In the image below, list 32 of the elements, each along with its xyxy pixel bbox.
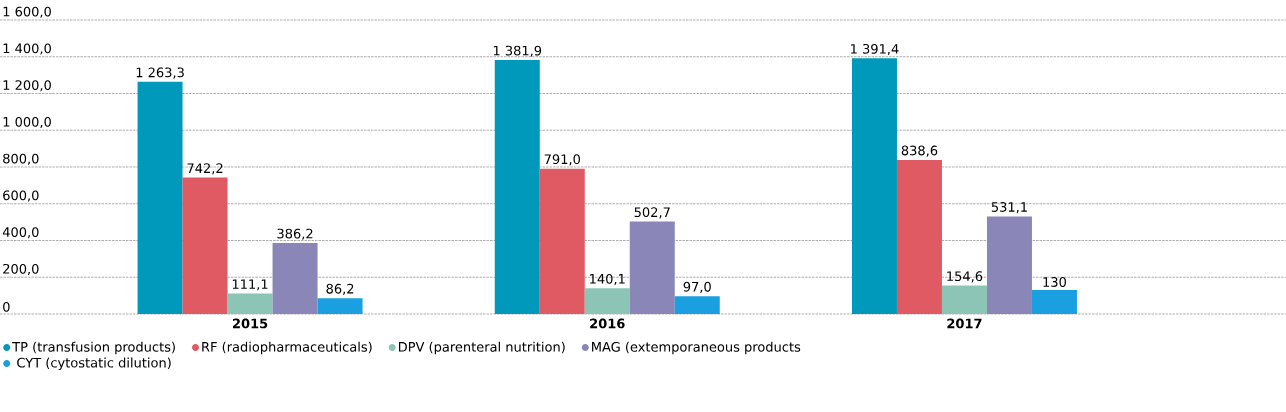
x-tick-label: 2017	[947, 318, 982, 329]
y-tick-label: 600,0	[3, 190, 39, 202]
data-label: 86,2	[326, 283, 354, 295]
y-tick-label: 0	[3, 301, 10, 312]
data-label: 111,1	[232, 279, 268, 291]
y-tick-label: 1 400,0	[3, 43, 51, 55]
data-label: 1 381,9	[493, 45, 542, 57]
data-label: 1 391,4	[851, 43, 899, 56]
data-label: 154,6	[947, 271, 983, 283]
y-tick-label: 1 200,0	[3, 80, 51, 92]
x-tick-label: 2015	[233, 318, 268, 329]
legend-label: DPV (parenteral nutrition)	[398, 341, 565, 355]
data-label: 502,7	[634, 207, 670, 219]
data-label: 386,2	[277, 228, 313, 240]
y-tick-label: 200,0	[3, 263, 39, 276]
data-label: 130	[1043, 277, 1066, 287]
y-tick-label: 1 600,0	[3, 6, 51, 18]
y-tick-label: 1 000,0	[3, 116, 51, 129]
data-label: 97,0	[683, 281, 711, 293]
data-label: 1 263,3	[136, 67, 184, 79]
legend-label: RF (radiopharmaceuticals)	[202, 341, 372, 355]
legend-label: CYT (cytostatic dilution)	[17, 357, 171, 371]
data-label: 140,1	[590, 273, 625, 286]
legend-label: MAG (extemporaneous products	[592, 341, 801, 355]
legend-label: TP (transfusion products)	[12, 341, 175, 355]
y-tick-label: 800,0	[3, 153, 39, 165]
data-label: 838,6	[901, 145, 938, 157]
x-tick-label: 2016	[590, 318, 625, 329]
data-label: 742,2	[187, 163, 223, 175]
data-label: 531,1	[991, 202, 1027, 214]
data-label: 791,0	[544, 154, 580, 166]
y-tick-label: 400,0	[2, 227, 39, 239]
